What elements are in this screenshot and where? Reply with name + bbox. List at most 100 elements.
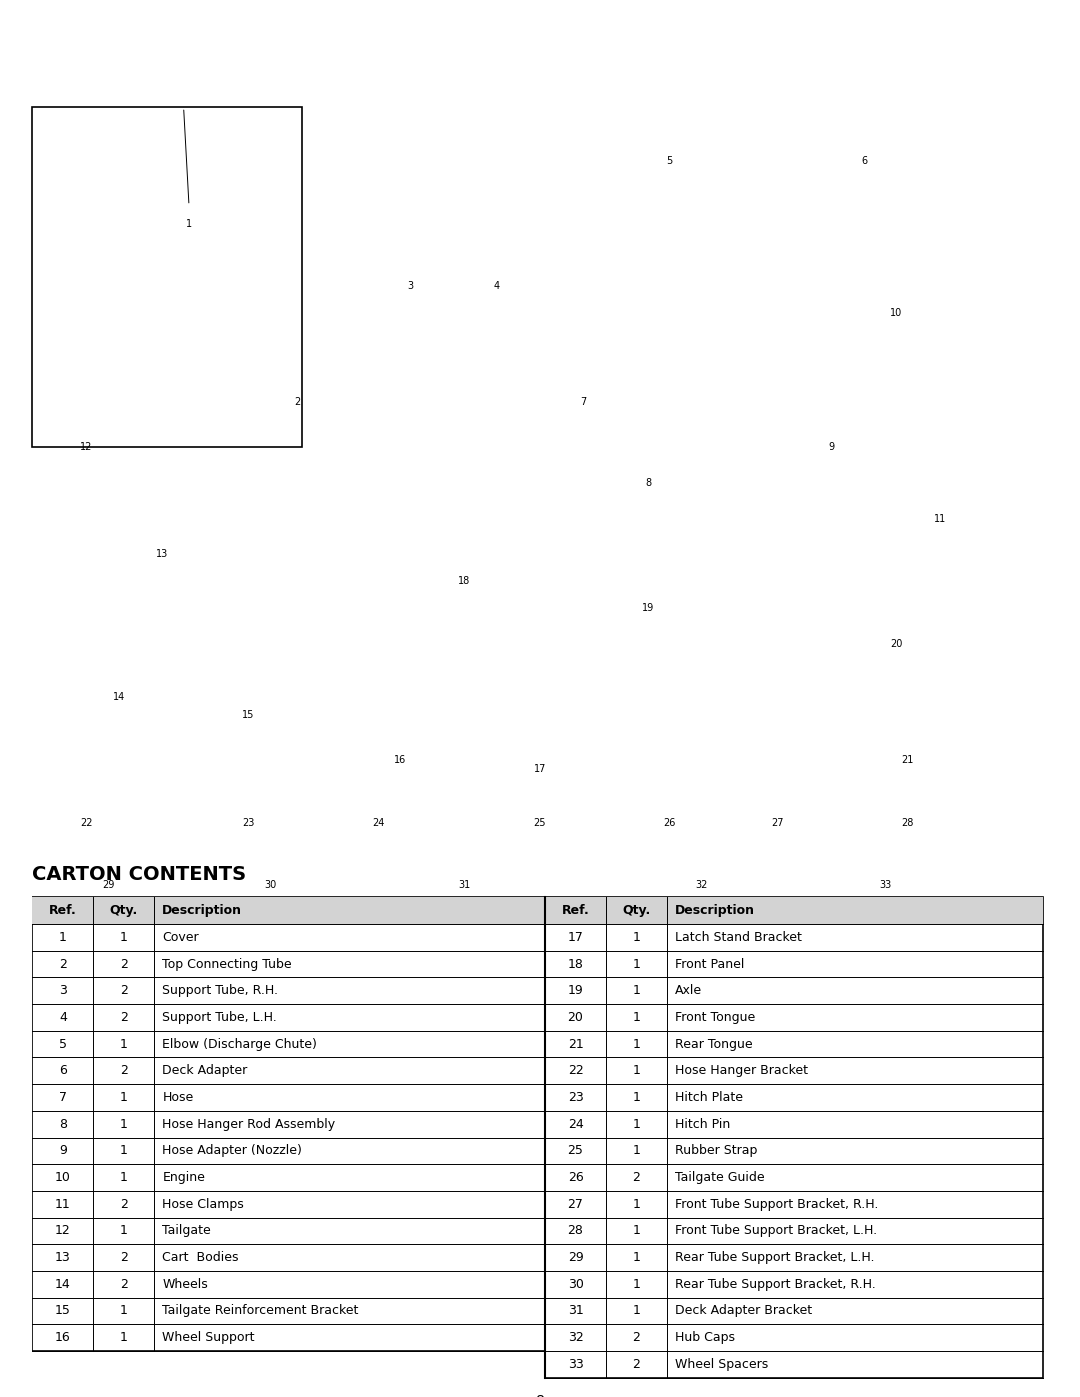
Text: 16: 16 (55, 1331, 70, 1344)
Text: Support Tube, L.H.: Support Tube, L.H. (162, 1011, 278, 1024)
Text: 1: 1 (633, 1252, 640, 1264)
Text: 1: 1 (633, 930, 640, 944)
Text: 18: 18 (568, 957, 583, 971)
Text: Deck Adapter Bracket: Deck Adapter Bracket (675, 1305, 812, 1317)
Text: 21: 21 (568, 1038, 583, 1051)
Text: Latch Stand Bracket: Latch Stand Bracket (675, 930, 801, 944)
Text: 2: 2 (633, 1171, 640, 1185)
Text: 8: 8 (536, 1394, 544, 1397)
Text: 1: 1 (633, 1305, 640, 1317)
Text: 4: 4 (494, 281, 500, 291)
Text: 18: 18 (458, 576, 471, 587)
Text: 1: 1 (633, 1118, 640, 1130)
Text: Top Connecting Tube: Top Connecting Tube (162, 957, 292, 971)
Text: 10: 10 (55, 1171, 71, 1185)
Text: 1: 1 (120, 1118, 127, 1130)
Text: Wheels: Wheels (162, 1278, 208, 1291)
Text: 7: 7 (58, 1091, 67, 1104)
Text: 1: 1 (120, 1144, 127, 1157)
Text: 6: 6 (861, 156, 867, 166)
Text: 12: 12 (80, 441, 93, 453)
Text: 15: 15 (55, 1305, 71, 1317)
Text: 1: 1 (120, 1331, 127, 1344)
Text: 13: 13 (156, 549, 168, 559)
Text: 14: 14 (112, 693, 125, 703)
Text: Hub Caps: Hub Caps (675, 1331, 735, 1344)
Text: 2: 2 (120, 1252, 127, 1264)
Text: 1: 1 (633, 1011, 640, 1024)
Text: Qty.: Qty. (622, 904, 650, 918)
Text: 1: 1 (633, 1065, 640, 1077)
Text: 28: 28 (568, 1224, 583, 1238)
Text: 25: 25 (568, 1144, 583, 1157)
Text: 28: 28 (901, 817, 914, 827)
Text: 32: 32 (696, 880, 708, 890)
Text: 21: 21 (901, 754, 914, 766)
Text: 26: 26 (663, 817, 676, 827)
Text: Elbow (Discharge Chute): Elbow (Discharge Chute) (162, 1038, 318, 1051)
Text: 33: 33 (879, 880, 892, 890)
Text: Engine: Engine (162, 1171, 205, 1185)
Text: 2: 2 (294, 397, 300, 408)
Text: 9: 9 (59, 1144, 67, 1157)
Text: 16: 16 (393, 754, 406, 766)
Text: Rubber Strap: Rubber Strap (675, 1144, 757, 1157)
Text: 1: 1 (120, 1091, 127, 1104)
Bar (32, 897, 545, 1351)
Text: 5: 5 (58, 1038, 67, 1051)
Text: 22: 22 (80, 817, 93, 827)
Text: 11: 11 (55, 1197, 70, 1211)
Text: Hitch Plate: Hitch Plate (675, 1091, 743, 1104)
Text: 2: 2 (120, 985, 127, 997)
Text: 32: 32 (568, 1331, 583, 1344)
Text: 1: 1 (120, 930, 127, 944)
Text: 1: 1 (186, 218, 192, 229)
Text: Support Tube, R.H.: Support Tube, R.H. (162, 985, 279, 997)
Text: 31: 31 (568, 1305, 583, 1317)
Bar (32, 897, 545, 923)
Text: 29: 29 (568, 1252, 583, 1264)
Text: Front Tube Support Bracket, L.H.: Front Tube Support Bracket, L.H. (675, 1224, 877, 1238)
Text: Rear Tube Support Bracket, L.H.: Rear Tube Support Bracket, L.H. (675, 1252, 875, 1264)
Text: 13: 13 (55, 1252, 70, 1264)
Text: Rear Tongue: Rear Tongue (675, 1038, 753, 1051)
Text: 1: 1 (633, 1091, 640, 1104)
Text: 2: 2 (120, 1065, 127, 1077)
Text: 30: 30 (568, 1278, 583, 1291)
Text: Front Panel: Front Panel (675, 957, 744, 971)
Text: 2: 2 (120, 957, 127, 971)
Text: 27: 27 (771, 817, 784, 827)
Text: 19: 19 (568, 985, 583, 997)
Text: 30: 30 (264, 880, 276, 890)
Text: Hitch Pin: Hitch Pin (675, 1118, 730, 1130)
Text: 20: 20 (568, 1011, 583, 1024)
Text: Hose Clamps: Hose Clamps (162, 1197, 244, 1211)
Text: 1: 1 (633, 1224, 640, 1238)
Text: 33: 33 (568, 1358, 583, 1370)
Text: 1: 1 (633, 985, 640, 997)
Text: Rear Tube Support Bracket, R.H.: Rear Tube Support Bracket, R.H. (675, 1278, 876, 1291)
Text: 3: 3 (59, 985, 67, 997)
Text: 15: 15 (242, 710, 255, 721)
Text: Wheel Support: Wheel Support (162, 1331, 255, 1344)
Text: Hose Adapter (Nozzle): Hose Adapter (Nozzle) (162, 1144, 302, 1157)
Text: 11: 11 (933, 514, 946, 524)
Text: Hose: Hose (162, 1091, 193, 1104)
Text: 9: 9 (828, 441, 835, 453)
Text: Cart  Bodies: Cart Bodies (162, 1252, 239, 1264)
Text: Axle: Axle (675, 985, 702, 997)
Text: 2: 2 (59, 957, 67, 971)
Text: 23: 23 (568, 1091, 583, 1104)
Text: 27: 27 (568, 1197, 583, 1211)
Text: 2: 2 (120, 1011, 127, 1024)
Text: Description: Description (675, 904, 755, 918)
Text: 1: 1 (633, 957, 640, 971)
Text: Wheel Spacers: Wheel Spacers (675, 1358, 768, 1370)
Bar (32, 108, 302, 447)
Text: CARTON CONTENTS: CARTON CONTENTS (32, 866, 246, 884)
Text: 20: 20 (890, 638, 903, 648)
Text: 2: 2 (120, 1278, 127, 1291)
Text: 25: 25 (534, 817, 546, 827)
Text: 31: 31 (458, 880, 471, 890)
Text: Ref.: Ref. (49, 904, 77, 918)
